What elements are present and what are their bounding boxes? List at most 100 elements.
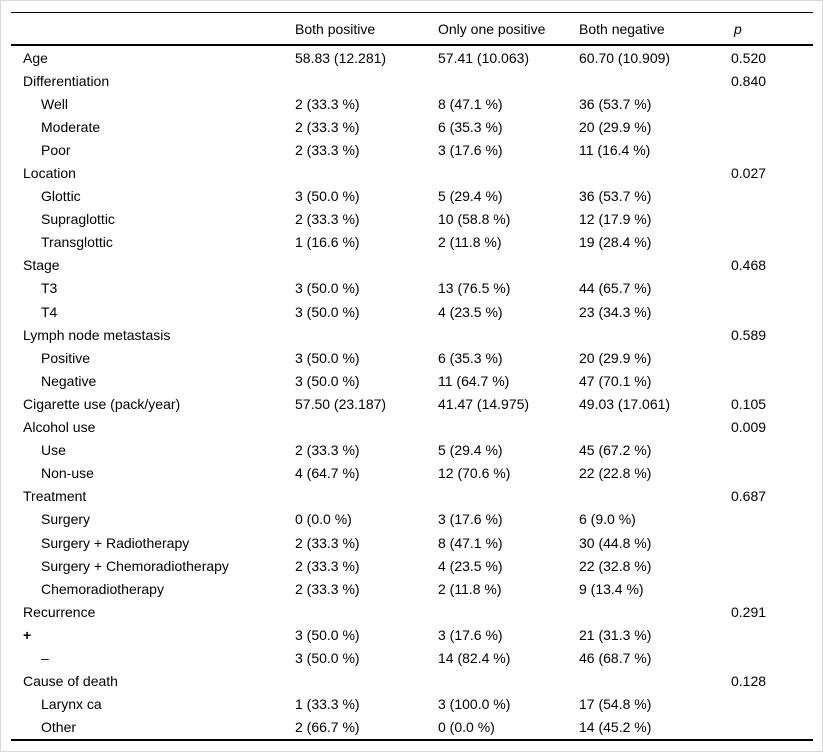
table-row: Negative 3 (50.0 %) 11 (64.7 %) 47 (70.1 %): [11, 369, 813, 392]
table-row: Surgery + Chemoradiotherapy 2 (33.3 %) 4 (…: [11, 554, 813, 577]
value-cell: [438, 416, 579, 439]
value-cell: 2 (66.7 %): [295, 719, 360, 736]
value-cell: 12 (17.9 %): [579, 211, 652, 228]
p-value-cell: [731, 115, 813, 138]
table-row: Use 2 (33.3 %) 5 (29.4 %) 45 (67.2 %): [11, 439, 813, 462]
value-cell: 30 (44.8 %): [579, 534, 652, 551]
table-row: Transglottic 1 (16.6 %) 2 (11.8 %) 19 (28.4…: [11, 231, 813, 254]
p-value-cell: [731, 369, 813, 392]
value-cell: 22 (32.8 %): [579, 557, 652, 574]
value-cell: 5 (29.4 %): [438, 188, 503, 205]
value-cell: [438, 69, 579, 92]
p-value-cell: [731, 716, 813, 740]
row-label: T3: [41, 280, 58, 297]
p-value-cell: 0.128: [731, 673, 767, 690]
value-cell: 2 (33.3 %): [295, 534, 360, 551]
row-label: Negative: [41, 372, 97, 389]
value-cell: 2 (33.3 %): [295, 118, 360, 135]
value-cell: [579, 485, 731, 508]
p-value-cell: [731, 693, 813, 716]
value-cell: [438, 485, 579, 508]
table-row: T4 3 (50.0 %) 4 (23.5 %) 23 (34.3 %): [11, 300, 813, 323]
row-label: Lymph node metastasis: [23, 326, 171, 343]
value-cell: [438, 254, 579, 277]
value-cell: 1 (33.3 %): [295, 696, 360, 713]
value-cell: 4 (23.5 %): [438, 303, 503, 320]
value-cell: 8 (47.1 %): [438, 95, 503, 112]
p-value-cell: [731, 646, 813, 669]
row-label: Well: [41, 95, 68, 112]
row-label: Moderate: [41, 118, 101, 135]
row-label: Recurrence: [23, 603, 96, 620]
value-cell: 2 (33.3 %): [295, 442, 360, 459]
table-row: Treatment 0.687: [11, 485, 813, 508]
value-cell: 57.50 (23.187): [295, 395, 387, 412]
value-cell: 10 (58.8 %): [438, 211, 511, 228]
value-cell: [295, 254, 438, 277]
p-value-cell: 0.291: [731, 603, 767, 620]
value-cell: 3 (50.0 %): [295, 372, 360, 389]
table-row: Positive 3 (50.0 %) 6 (35.3 %) 20 (29.9 %): [11, 346, 813, 369]
value-cell: 0 (0.0 %): [438, 719, 495, 736]
value-cell: 3 (17.6 %): [438, 141, 503, 158]
table-body: Age 58.83 (12.281) 57.41 (10.063) 60.70 (10…: [11, 45, 813, 740]
p-value-cell: [731, 231, 813, 254]
row-label: Stage: [23, 257, 60, 274]
row-label: –: [41, 649, 49, 666]
value-cell: 0 (0.0 %): [295, 511, 352, 528]
value-cell: 20 (29.9 %): [579, 349, 652, 366]
value-cell: 3 (50.0 %): [295, 280, 360, 297]
row-label: Alcohol use: [23, 419, 96, 436]
row-label: Cause of death: [23, 673, 118, 690]
value-cell: 12 (70.6 %): [438, 465, 511, 482]
statistics-table: Both positive Only one positive Both neg…: [11, 12, 813, 741]
value-cell: 4 (23.5 %): [438, 557, 503, 574]
table-row: T3 3 (50.0 %) 13 (76.5 %) 44 (65.7 %): [11, 277, 813, 300]
p-value-cell: 0.105: [731, 395, 767, 412]
value-cell: 3 (50.0 %): [295, 303, 360, 320]
value-cell: [438, 161, 579, 184]
table-row: Cigarette use (pack/year) 57.50 (23.187) 4…: [11, 392, 813, 415]
header-p-value: p: [731, 12, 813, 46]
value-cell: 46 (68.7 %): [579, 649, 652, 666]
table-row: Differentiation 0.840: [11, 69, 813, 92]
value-cell: 6 (35.3 %): [438, 349, 503, 366]
value-cell: 2 (11.8 %): [438, 234, 502, 251]
value-cell: 3 (100.0 %): [438, 696, 511, 713]
p-value-cell: [731, 577, 813, 600]
row-label: +: [23, 626, 32, 643]
value-cell: [579, 416, 731, 439]
value-cell: 11 (16.4 %): [579, 141, 651, 158]
p-value-cell: [731, 531, 813, 554]
p-value-cell: 0.520: [731, 49, 767, 66]
value-cell: [438, 600, 579, 623]
p-value-cell: [731, 462, 813, 485]
value-cell: 47 (70.1 %): [579, 372, 652, 389]
value-cell: [579, 600, 731, 623]
row-label: Poor: [41, 141, 71, 158]
p-value-cell: [731, 439, 813, 462]
value-cell: 3 (17.6 %): [438, 511, 503, 528]
p-value-cell: 0.468: [731, 257, 767, 274]
table-row: Non-use 4 (64.7 %) 12 (70.6 %) 22 (22.8 %): [11, 462, 813, 485]
value-cell: 9 (13.4 %): [579, 580, 644, 597]
value-cell: 36 (53.7 %): [579, 95, 652, 112]
table-row: Other 2 (66.7 %) 0 (0.0 %) 14 (45.2 %): [11, 716, 813, 740]
value-cell: 14 (82.4 %): [438, 649, 511, 666]
table-row: Chemoradiotherapy 2 (33.3 %) 2 (11.8 %) 9 (…: [11, 577, 813, 600]
value-cell: [579, 670, 731, 693]
value-cell: [295, 323, 438, 346]
row-label: Positive: [41, 349, 91, 366]
row-label: Transglottic: [41, 234, 113, 251]
row-label: Surgery + Chemoradiotherapy: [41, 557, 229, 574]
value-cell: 57.41 (10.063): [438, 49, 530, 66]
table-row: Well 2 (33.3 %) 8 (47.1 %) 36 (53.7 %): [11, 92, 813, 115]
table-row: Supraglottic 2 (33.3 %) 10 (58.8 %) 12 (17.…: [11, 208, 813, 231]
table-row: Cause of death 0.128: [11, 670, 813, 693]
header-row: Both positive Only one positive Both neg…: [11, 12, 813, 46]
table-row: Stage 0.468: [11, 254, 813, 277]
value-cell: 5 (29.4 %): [438, 442, 503, 459]
value-cell: [579, 69, 731, 92]
row-label: Use: [41, 442, 66, 459]
